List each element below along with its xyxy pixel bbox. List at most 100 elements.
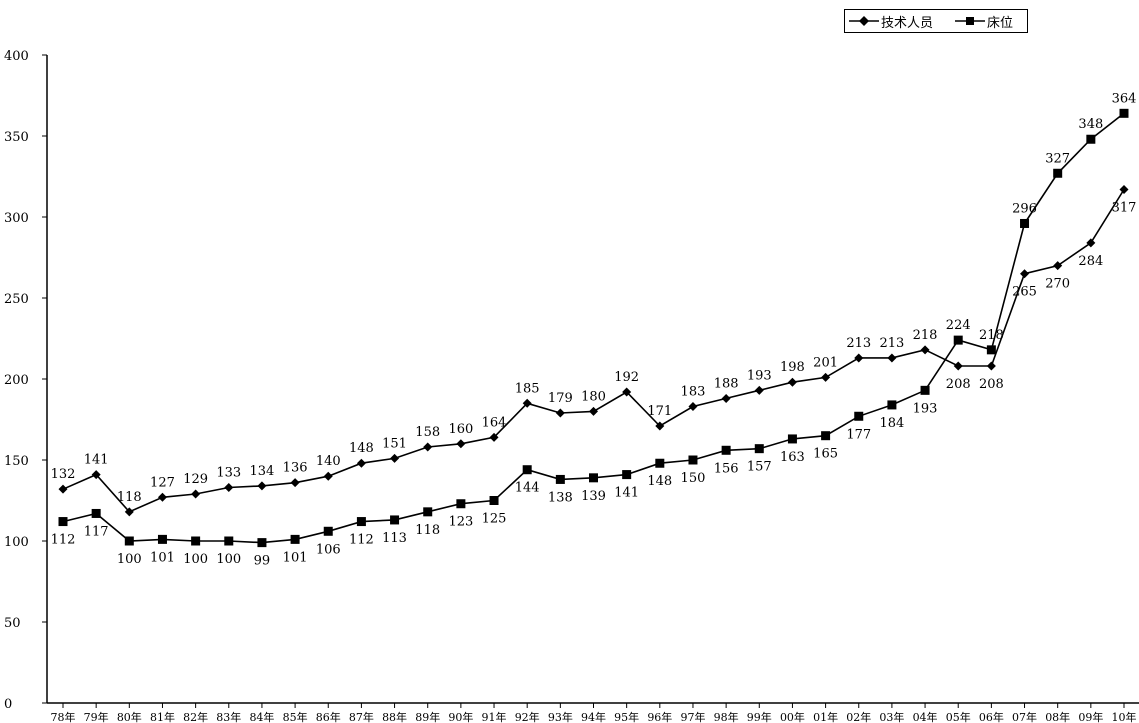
x-tick-label: 99年	[747, 710, 772, 723]
data-point-diamond	[688, 402, 698, 412]
y-tick-label: 350	[4, 130, 29, 145]
x-tick-label: 93年	[548, 710, 573, 723]
x-tick-label: 82年	[183, 710, 208, 723]
data-point-diamond	[1086, 238, 1096, 248]
x-tick-label: 10年	[1112, 710, 1137, 723]
x-tick-label: 05年	[946, 710, 971, 723]
data-label: 112	[349, 533, 374, 548]
data-point-square	[1020, 218, 1030, 228]
data-point-diamond	[854, 353, 864, 363]
data-label: 201	[813, 355, 838, 370]
x-tick-label: 78年	[51, 710, 76, 723]
data-point-square	[423, 507, 433, 517]
data-point-diamond	[953, 361, 963, 371]
x-tick-label: 89年	[415, 710, 440, 723]
data-label: 100	[183, 552, 208, 567]
data-point-square	[721, 445, 731, 455]
data-point-square	[489, 496, 499, 505]
data-point-diamond	[821, 372, 831, 382]
data-label: 192	[614, 370, 639, 385]
x-tick-label: 06年	[979, 710, 1004, 723]
y-axis: 0 50 100 150 200 250 300 350 400	[4, 49, 48, 712]
data-label: 218	[913, 328, 938, 343]
data-point-square	[456, 499, 466, 509]
data-point-square	[58, 517, 68, 527]
data-point-square	[191, 536, 201, 546]
x-tick-label: 90年	[448, 710, 473, 723]
legend-label-series-2: 床位	[987, 15, 1014, 31]
x-tick-label: 85年	[283, 710, 308, 723]
data-label: 141	[614, 486, 639, 501]
data-label: 138	[548, 490, 573, 505]
x-tick-label: 91年	[482, 710, 507, 723]
data-point-diamond	[1053, 261, 1063, 271]
data-point-square	[555, 474, 565, 484]
x-tick-label: 08年	[1045, 710, 1070, 723]
data-label: 180	[581, 389, 606, 404]
x-axis: 78年 79年 80年 81年 82年 83年 84年 85年 86年 87年 88年 89年 90年 9…	[47, 702, 1139, 723]
data-label: 117	[84, 524, 109, 539]
data-point-diamond	[91, 470, 101, 480]
x-tick-label: 95年	[614, 710, 639, 723]
data-label: 151	[382, 436, 407, 451]
y-tick-label: 250	[4, 292, 29, 307]
series-layer	[58, 108, 1129, 548]
data-point-diamond	[290, 478, 300, 488]
data-point-diamond	[323, 471, 333, 481]
legend-item-series-2: 床位	[955, 12, 1014, 31]
data-point-diamond	[489, 432, 499, 442]
x-tick-label: 86年	[316, 710, 341, 723]
data-label: 113	[382, 531, 407, 546]
x-tick-label: 87年	[349, 710, 374, 723]
data-point-square	[953, 335, 963, 345]
data-label: 134	[250, 464, 275, 479]
data-point-diamond	[224, 483, 234, 493]
data-label: 198	[780, 360, 805, 375]
data-point-square	[1119, 108, 1129, 118]
data-label: 213	[879, 336, 904, 351]
data-label: 177	[846, 427, 871, 442]
data-label: 157	[747, 460, 772, 475]
x-tick-label: 07年	[1012, 710, 1037, 723]
data-point-square	[323, 526, 333, 536]
data-point-square	[522, 465, 532, 475]
x-tick-label: 96年	[647, 710, 672, 723]
data-point-square	[754, 444, 764, 454]
legend-label-series-1: 技术人员	[881, 15, 934, 31]
data-point-square	[920, 385, 930, 395]
y-tick-label: 0	[4, 697, 12, 712]
data-label: 125	[482, 512, 507, 527]
x-tick-label: 97年	[680, 710, 705, 723]
square-marker-icon	[955, 17, 985, 25]
x-tick-label: 98年	[714, 710, 739, 723]
data-label: 213	[846, 336, 871, 351]
data-label: 100	[117, 552, 142, 567]
data-label: 163	[780, 450, 805, 465]
legend: 技术人员 床位	[844, 9, 1028, 33]
data-point-diamond	[124, 507, 134, 517]
x-tick-label: 80年	[117, 710, 142, 723]
legend-item-series-1: 技术人员	[849, 12, 934, 31]
data-label: 106	[316, 542, 341, 557]
x-tick-label: 88年	[382, 710, 407, 723]
y-tick-label: 50	[4, 616, 21, 631]
y-tick-label: 150	[4, 454, 29, 469]
x-tick-label: 00年	[780, 710, 805, 723]
data-label: 193	[747, 368, 772, 383]
data-label: 164	[482, 415, 507, 430]
data-point-diamond	[721, 393, 731, 403]
data-label: 141	[84, 453, 109, 468]
data-label: 101	[283, 550, 308, 565]
data-label: 136	[283, 461, 308, 476]
data-point-diamond	[555, 408, 565, 418]
data-point-diamond	[920, 345, 930, 355]
data-label: 284	[1078, 254, 1103, 269]
data-point-diamond	[1020, 269, 1030, 279]
data-point-diamond	[622, 387, 632, 397]
y-tick-label: 300	[4, 211, 29, 226]
data-label: 158	[415, 425, 440, 440]
x-tick-label: 04年	[913, 710, 938, 723]
data-point-square	[589, 473, 598, 483]
data-label: 270	[1045, 277, 1070, 292]
